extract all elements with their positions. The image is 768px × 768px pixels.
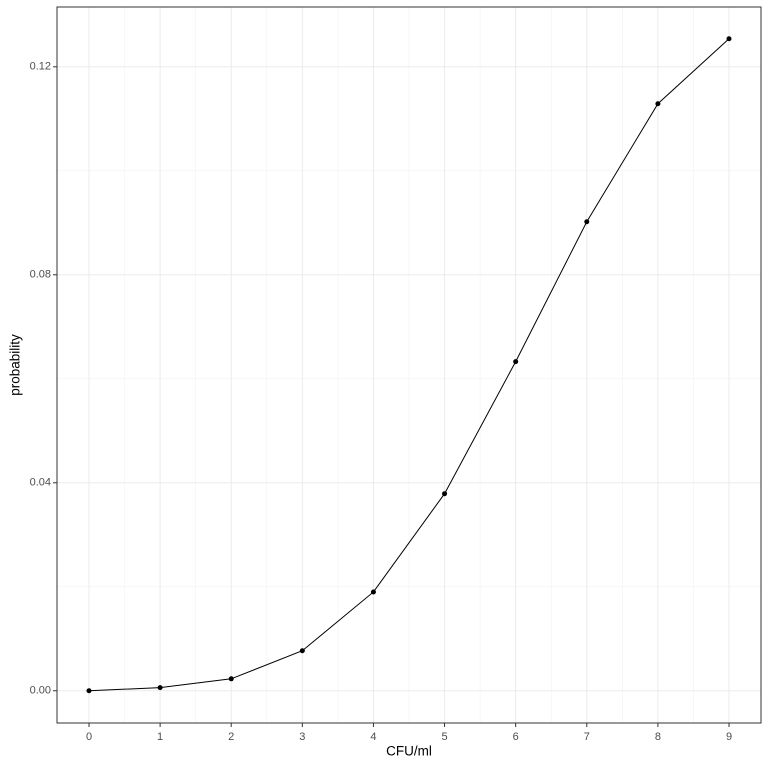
x-tick-label: 9	[726, 731, 732, 743]
point	[157, 685, 163, 691]
line	[88, 38, 730, 692]
point	[513, 359, 519, 365]
point	[584, 219, 590, 225]
y-tick-label: 0.08	[30, 269, 51, 281]
y-tick-label: 0.04	[30, 477, 51, 489]
x-tick-label: 4	[370, 731, 376, 743]
x-tick-label: 7	[584, 731, 590, 743]
point	[228, 676, 234, 682]
x-tick-label: 3	[299, 731, 305, 743]
x-tick-label: 6	[513, 731, 519, 743]
y-tick-label: 0.12	[30, 61, 51, 73]
point	[86, 688, 92, 694]
x-tick-label: 8	[655, 731, 661, 743]
point	[442, 491, 448, 497]
y-tick-label: 0.00	[30, 685, 51, 697]
x-tick-label: 5	[441, 731, 447, 743]
x-tick-label: 0	[86, 731, 92, 743]
x-tick-label: 1	[157, 731, 163, 743]
x-tick-label: 2	[228, 731, 234, 743]
point	[726, 36, 732, 42]
point	[655, 101, 661, 107]
x-axis-label: CFU/ml	[386, 744, 432, 759]
point	[299, 648, 305, 654]
panel-border	[56, 6, 762, 724]
point	[370, 589, 376, 595]
y-axis-label: probability	[8, 334, 23, 396]
